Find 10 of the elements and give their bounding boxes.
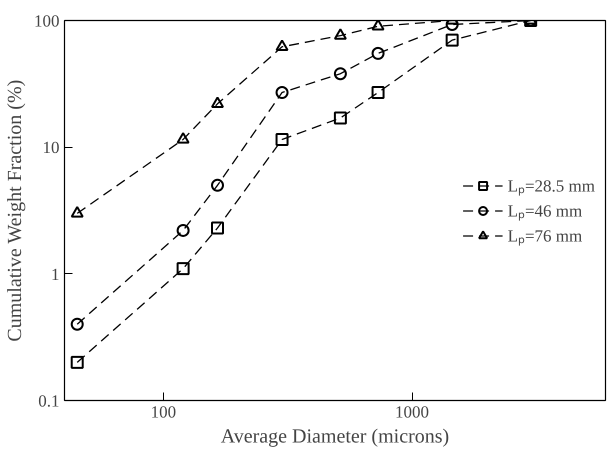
y-axis-title: Cumulative Weight Fraction (%) xyxy=(4,80,26,342)
y-tick-label: 0.1 xyxy=(38,392,60,410)
y-tick-label: 100 xyxy=(34,12,60,30)
x-axis-title: Average Diameter (microns) xyxy=(220,426,450,448)
y-tick-label: 10 xyxy=(42,138,60,158)
legend-label: Lₚ=76 mm xyxy=(508,226,582,246)
x-tick-label: 1000 xyxy=(395,402,430,422)
y-tick-label: 1 xyxy=(51,264,60,284)
legend-label: Lₚ=46 mm xyxy=(508,200,582,222)
legend-label: Lₚ=28.5 mm xyxy=(508,176,595,196)
